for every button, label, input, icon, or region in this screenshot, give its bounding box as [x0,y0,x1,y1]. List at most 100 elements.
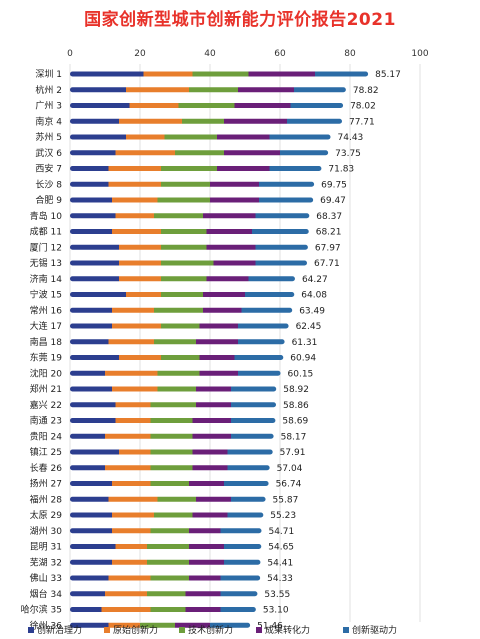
bar-segment [115,402,151,408]
data-label: 55.23 [270,511,296,521]
bar-segment [147,544,189,549]
category-label: 厦门 12 [30,241,62,253]
data-label: 58.69 [282,417,308,427]
category-label: 南通 23 [30,415,62,427]
bar-segment [112,559,147,565]
bar-segment [203,213,256,219]
bar-segment [157,370,200,376]
bar-segment [126,87,189,93]
bar-segment [70,481,112,486]
data-label: 54.71 [268,527,294,537]
x-tick-label: 80 [344,49,356,59]
data-label: 64.08 [301,291,327,301]
data-label: 78.02 [350,102,376,112]
bar-segment [70,292,126,297]
data-label: 55.87 [273,495,299,505]
bar-segment [161,323,200,329]
bar-segment [70,386,112,392]
bar-segment [161,244,207,250]
data-label: 58.86 [283,401,309,411]
data-label: 56.74 [276,480,302,490]
bar-segment [150,607,186,612]
category-label: 武汉 6 [35,147,62,159]
bar-segment [154,339,196,345]
data-label: 58.17 [281,432,307,442]
bar-segment [70,134,126,140]
bar-segment [224,118,287,124]
bar-segment [112,323,161,329]
legend-entry: 原始创新力 [113,624,158,636]
bar-segment [238,323,289,329]
bar-segment [217,134,270,140]
bar-segment [220,528,262,534]
bar-segment [287,118,342,124]
bar-segment [115,544,147,549]
bar-segment [161,229,207,234]
bar-segment [112,197,158,203]
bar-segment [70,544,116,549]
data-label: 69.75 [321,180,347,190]
category-label: 徐州 36 [30,619,63,631]
bar-segment [119,276,161,282]
legend-swatch [343,627,349,633]
bar-segment [108,166,161,171]
bar-segment [70,71,144,77]
bar-segment [185,591,221,597]
bar-segment [112,386,158,392]
bar-segment [231,386,277,392]
bar-segment [189,575,221,581]
bar-segment [70,87,126,93]
bar-segment [185,607,221,612]
bar-segment [220,607,256,612]
data-label: 60.94 [290,354,316,364]
data-label: 85.17 [375,70,401,80]
bar-segment [70,575,109,581]
bar-segment [112,528,151,534]
bar-segment [70,197,112,203]
bar-segment [161,181,210,187]
legend-entry: 创新治理力 [37,624,82,636]
bar-segment [157,386,196,392]
x-tick-label: 100 [411,49,428,59]
bar-segment [108,339,154,345]
bar-segment [70,323,112,329]
bar-segment [231,496,266,502]
bar-segment [241,307,293,313]
category-label: 常州 16 [30,304,63,316]
x-tick-label: 60 [274,49,286,59]
bar-segment [224,150,280,156]
category-label: 深圳 1 [35,69,62,80]
bar-segment [70,433,105,439]
category-label: 西安 7 [35,163,62,175]
bar-segment [108,496,158,502]
bar-segment [252,229,309,234]
bar-segment [192,449,228,455]
bar-segment [70,213,116,219]
bar-segment [196,386,231,392]
bar-segment [70,229,112,234]
bar-segment [210,622,251,628]
bar-segment [227,449,273,455]
category-label: 郑州 21 [30,383,62,395]
bar-segment [115,150,175,156]
bar-segment [70,402,116,408]
bar-segment [119,355,161,360]
category-label: 昆明 31 [30,542,62,553]
bar-segment [192,465,228,471]
bar-segment [70,118,119,124]
bar-segment [108,575,151,581]
category-label: 长沙 8 [35,178,62,190]
bar-segment [192,71,249,77]
bar-segment [231,418,276,423]
bar-segment [175,622,210,628]
bar-segment [210,181,259,187]
bar-segment [259,181,315,187]
bar-segment [150,528,189,534]
category-label: 哈尔滨 35 [21,604,62,616]
data-label: 71.83 [328,165,354,175]
bar-segment [238,370,281,376]
bar-segment [154,307,203,313]
bar-segment [255,260,307,266]
legend-swatch [256,627,262,633]
data-label: 78.82 [353,86,379,96]
